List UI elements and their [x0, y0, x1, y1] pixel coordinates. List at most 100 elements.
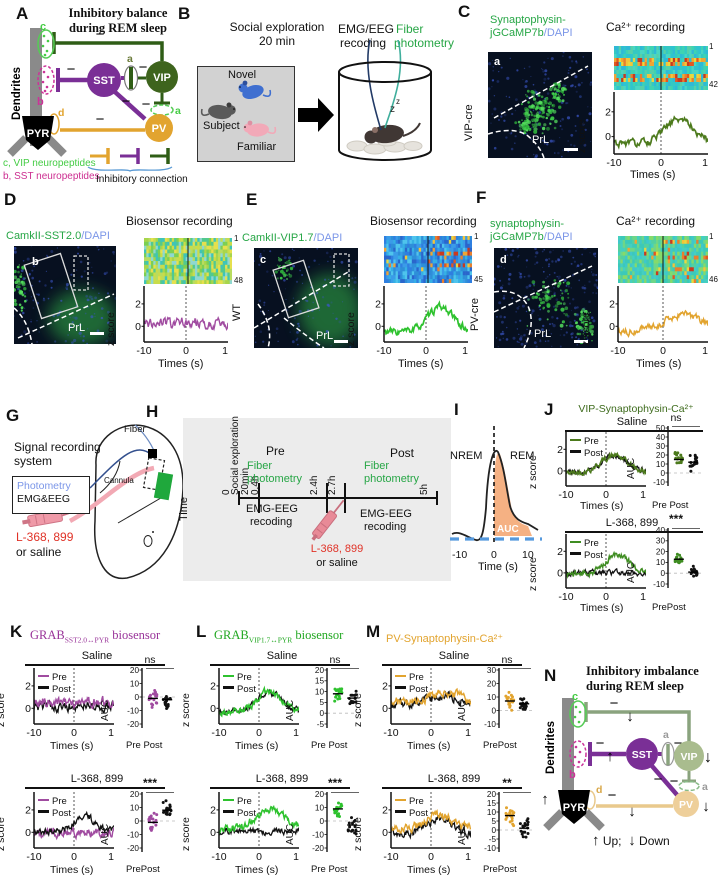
dapi-label: /DAPI — [543, 231, 573, 243]
svg-text:0: 0 — [660, 469, 665, 478]
biosensor-label: biosensor — [292, 628, 344, 642]
minus-sign: − — [96, 111, 105, 128]
post-legend: Post — [237, 807, 257, 819]
svg-text:-10: -10 — [484, 844, 496, 853]
minus-sign: − — [139, 59, 148, 76]
svg-text:40: 40 — [656, 433, 666, 442]
legend-sst-neuropeptides: b, SST neuropeptides — [3, 171, 100, 182]
panel-a-label: A — [16, 4, 29, 23]
pre-post-ticks: PrePost — [652, 602, 686, 613]
panel-h-label: H — [146, 402, 159, 421]
svg-text:2: 2 — [135, 298, 141, 310]
svg-text:0: 0 — [603, 489, 609, 500]
svg-text:30: 30 — [656, 442, 666, 451]
legend-vip-neuropeptides: c, VIP neuropeptides — [3, 158, 96, 169]
panel-e-title: CamkII-VIP1.7/DAPI — [242, 232, 342, 244]
down-arrow-icon: ↓ — [702, 798, 710, 815]
prl-label: PrL — [316, 330, 334, 342]
pre-tick: Pre — [126, 740, 141, 751]
subject-label: Subject — [203, 120, 240, 132]
pyr-basal-arm — [543, 809, 565, 831]
vip-pv-synapse-ellipse — [678, 780, 700, 792]
panel-j-title: VIP-Synaptophysin-Ca²⁺ — [578, 403, 694, 415]
trace-legend: Pre Post — [570, 538, 603, 561]
recording-system-box: Photometry EMG&EEG — [12, 476, 90, 514]
injection-site — [153, 471, 174, 501]
z-score-axis-label: z score — [352, 693, 364, 727]
emg-eeg-pre-2: recoding — [250, 516, 293, 528]
dapi-label: /DAPI — [313, 232, 343, 244]
panel-a-title-1: Inhibitory balance — [68, 6, 168, 20]
familiar-mouse — [243, 120, 277, 137]
times-axis-label: Times (s) — [398, 358, 444, 370]
micrograph-letter: a — [494, 56, 501, 68]
panel-m-saline-trace: 2 0 -10 0 10 — [375, 668, 471, 738]
panel-j-saline-trace: 2 0 -10 0 10 — [550, 432, 646, 500]
svg-text:10: 10 — [130, 803, 140, 812]
panel-m-label: M — [366, 622, 381, 641]
sensor-name: CamkII-SST2.0 — [6, 230, 82, 242]
svg-text:-10: -10 — [136, 345, 151, 356]
trace-legend: Pre Post — [38, 796, 71, 819]
svg-text:-10: -10 — [211, 727, 226, 738]
panel-m-title: PV-Synaptophysin-Ca²⁺ — [386, 633, 504, 645]
scale-bar — [334, 340, 348, 343]
panel-c-title-2: jGCaMP7b/DAPI — [490, 27, 573, 39]
panel-d-heatmap — [144, 238, 232, 284]
drug-header: L-368, 899 — [255, 773, 309, 785]
dendrites-label: Dendrites — [545, 721, 557, 774]
panel-e-heatmap — [384, 236, 472, 283]
svg-text:-10: -10 — [606, 157, 621, 168]
vip-neuropeptide-dots — [41, 34, 50, 57]
significance-stars: *** — [142, 776, 157, 790]
svg-text:20: 20 — [315, 666, 325, 675]
svg-text:15: 15 — [315, 677, 325, 686]
photometry-label: photometry — [394, 36, 455, 50]
headstage-square — [148, 449, 157, 458]
svg-text:2: 2 — [382, 680, 388, 692]
brace — [87, 166, 173, 172]
auc-axis-label: AUC — [457, 823, 468, 845]
timeline-tick-0 — [238, 491, 240, 505]
pre-legend: Pre — [584, 538, 599, 549]
fiber-label: Fiber — [396, 22, 424, 36]
svg-text:0: 0 — [183, 345, 189, 356]
post-legend: Post — [409, 683, 429, 695]
sst-node-label: SST — [632, 749, 653, 761]
pre-post-ticks: Pre Post — [311, 864, 347, 875]
sleep-z-small: z — [396, 97, 400, 106]
panel-a-title-2: during REM sleep — [69, 21, 167, 35]
drug-underline — [565, 531, 703, 533]
vip-neuropeptide-dots — [573, 705, 582, 724]
svg-text:20: 20 — [315, 790, 325, 799]
micrograph-letter: c — [260, 254, 267, 266]
pre-post-ticks: PrePost — [483, 740, 517, 751]
svg-text:10: 10 — [222, 345, 228, 356]
label-a2: a — [175, 105, 181, 117]
times-axis-label: Times (s) — [407, 864, 451, 876]
panel-m-saline-scatter: 30 20 10 0 -10 — [479, 666, 533, 740]
panel-g-title-1: Signal recording — [14, 440, 101, 454]
significance-ns: ns — [144, 654, 156, 666]
mice-svg — [200, 80, 277, 137]
saline-underline — [25, 664, 165, 666]
micrograph-letter: b — [32, 256, 39, 268]
timeline-axis — [238, 497, 438, 499]
svg-text:0: 0 — [210, 703, 216, 715]
down-label: Down — [639, 834, 670, 848]
saline-header: Saline — [616, 416, 648, 428]
x-tick-m10: -10 — [452, 549, 468, 561]
minus-sign: − — [654, 771, 663, 788]
auc-axis-label: AUC — [626, 457, 637, 479]
post-legend: Post — [584, 447, 604, 459]
inhibitory-connection-symbols — [86, 144, 182, 174]
panel-n-label: N — [544, 666, 557, 685]
x-tick-10: 10 — [522, 549, 534, 561]
dendrites-label: Dendrites — [11, 67, 23, 120]
svg-text:2: 2 — [25, 680, 31, 692]
down-arrow-icon: ↓ — [628, 803, 636, 820]
times-axis-label: Times (s) — [235, 740, 279, 752]
panel-g-title-2: system — [14, 454, 53, 468]
svg-text:-5: -5 — [317, 720, 325, 729]
up-arrow-icon: ↑ — [606, 748, 614, 765]
